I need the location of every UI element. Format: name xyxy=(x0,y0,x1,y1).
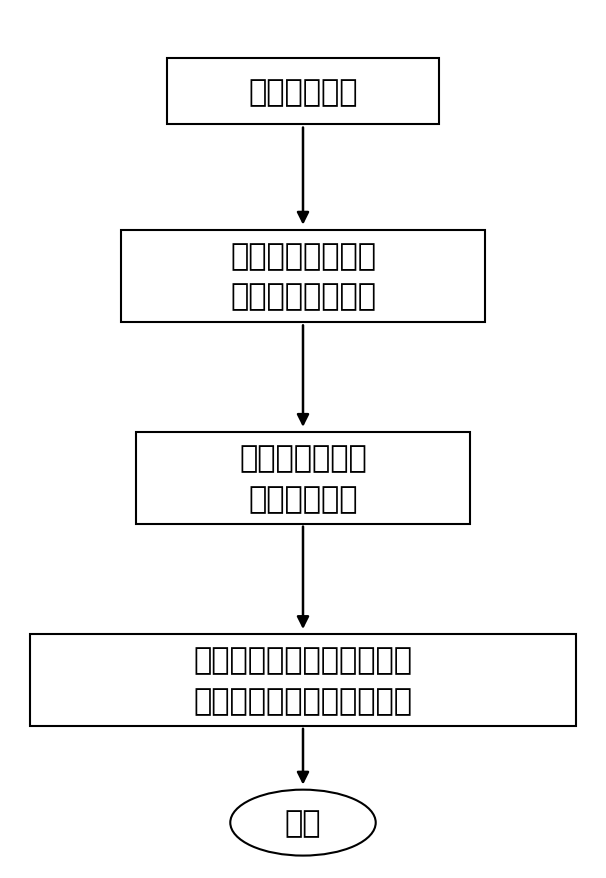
Ellipse shape xyxy=(230,790,376,855)
FancyBboxPatch shape xyxy=(167,60,439,125)
Text: 影响线曲率差分
曲线损伤定位: 影响线曲率差分 曲线损伤定位 xyxy=(239,443,367,514)
Text: 等截面连续梁: 等截面连续梁 xyxy=(248,78,358,106)
FancyBboxPatch shape xyxy=(121,230,485,322)
FancyBboxPatch shape xyxy=(30,634,576,727)
Text: 移动荷载作用下的
各支座反力影响线: 移动荷载作用下的 各支座反力影响线 xyxy=(230,241,376,312)
Text: 取损伤跨两个支座之间的影
响线曲率差分变化损伤定量: 取损伤跨两个支座之间的影 响线曲率差分变化损伤定量 xyxy=(193,645,413,716)
FancyBboxPatch shape xyxy=(136,432,470,524)
Text: 结束: 结束 xyxy=(285,809,321,837)
